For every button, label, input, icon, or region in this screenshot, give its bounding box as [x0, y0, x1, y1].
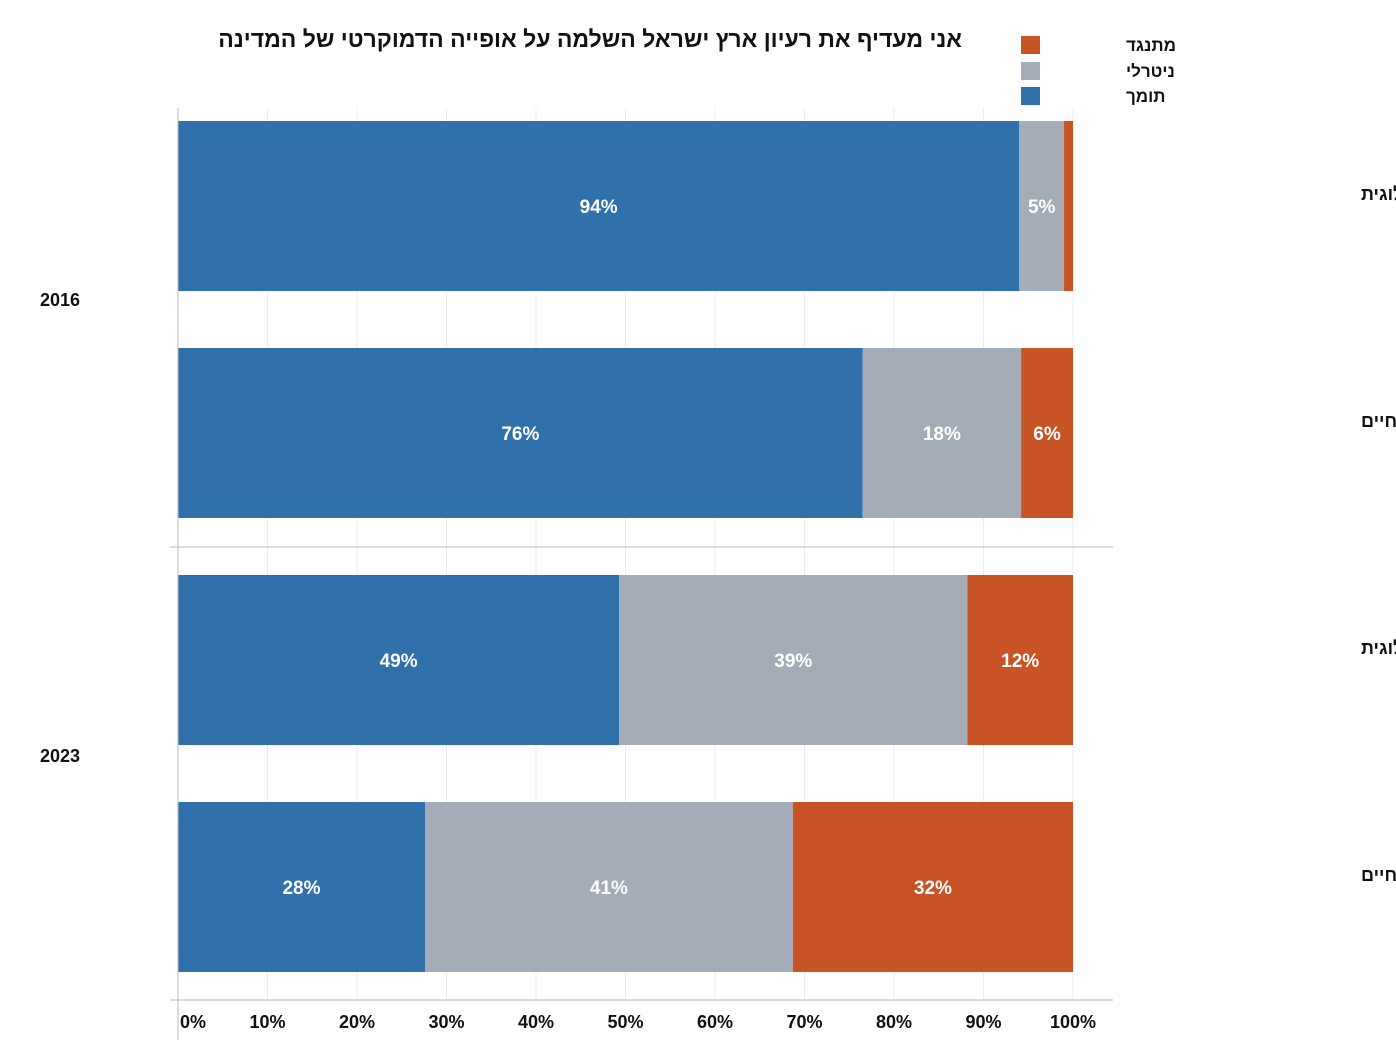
x-tick-label: 80%: [876, 1012, 912, 1032]
bar-segment-neutral: [1019, 121, 1065, 291]
x-tick-label: 50%: [607, 1012, 643, 1032]
x-tick-label: 10%: [249, 1012, 285, 1032]
legend: מתנגד ניטרלי תומך: [1021, 36, 1176, 106]
bar-segment-oppose: [792, 802, 1073, 972]
bars: 94% 5% 76% 18% 6% 49% 39% 12% 28% 41% 32%: [178, 121, 1073, 972]
legend-swatch: [1021, 87, 1040, 105]
x-tick-label: 20%: [339, 1012, 375, 1032]
bar-segment-support: [178, 348, 863, 518]
group-label: 2016: [40, 290, 80, 310]
category-label: התיישבות אידיאולוגית: [1361, 638, 1396, 658]
data-label: 76%: [501, 424, 539, 445]
x-tick-label: 90%: [965, 1012, 1001, 1032]
legend-swatch: [1021, 62, 1040, 80]
data-label: 32%: [914, 878, 952, 899]
data-label: 39%: [774, 651, 812, 672]
bar-segment-oppose: [1021, 348, 1073, 518]
group-label: 2023: [40, 746, 80, 766]
data-label: 41%: [590, 878, 628, 899]
legend-label: מתנגד: [1126, 36, 1176, 55]
bar-segment-neutral: [619, 575, 968, 745]
x-tick-label: 30%: [428, 1012, 464, 1032]
category-label: התיישבות אידיאולוגית: [1361, 184, 1396, 204]
category-label: התיישבות איכות חיים: [1361, 865, 1396, 885]
bar-segment-oppose: [967, 575, 1073, 745]
data-label: 12%: [1001, 651, 1039, 672]
x-tick-label: 100%: [1050, 1012, 1096, 1032]
x-tick-label: 0%: [180, 1012, 206, 1032]
bar-segment-oppose: [1064, 121, 1073, 291]
data-label: 94%: [580, 197, 618, 218]
data-label: 28%: [282, 878, 320, 899]
data-label: 6%: [1033, 424, 1061, 445]
bar-segment-neutral: [425, 802, 793, 972]
data-label: 18%: [923, 424, 961, 445]
data-label: 49%: [380, 651, 418, 672]
axes: התיישבות אידיאולוגית התיישבות איכות חיים 2…: [40, 108, 1396, 1040]
legend-swatch: [1021, 36, 1040, 54]
data-label: 5%: [1028, 197, 1056, 218]
legend-label: תומך: [1126, 87, 1165, 106]
bar-segment-neutral: [862, 348, 1022, 518]
chart-title: אני מעדיף את רעיון ארץ ישראל השלמה על או…: [218, 26, 962, 52]
x-tick-label: 40%: [518, 1012, 554, 1032]
bar-segment-support: [178, 802, 426, 972]
bar-segment-support: [178, 575, 620, 745]
bar-segment-support: [178, 121, 1020, 291]
category-label: התיישבות איכות חיים: [1361, 411, 1396, 431]
x-tick-label: 70%: [786, 1012, 822, 1032]
x-tick-label: 60%: [697, 1012, 733, 1032]
legend-label: ניטרלי: [1126, 62, 1175, 81]
